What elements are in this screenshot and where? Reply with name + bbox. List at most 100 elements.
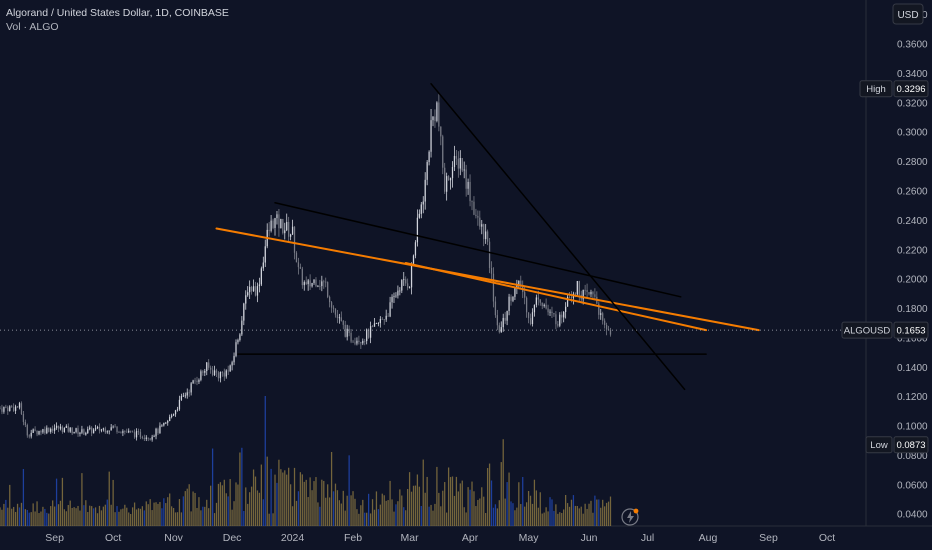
volume-bar	[451, 476, 454, 526]
volume-bar	[330, 451, 333, 526]
volume-bar	[490, 480, 493, 526]
volume-bar	[165, 503, 167, 526]
candle-body	[344, 324, 346, 337]
candle-body	[395, 295, 397, 297]
trendlines[interactable]	[0, 82, 866, 391]
volume-bar	[288, 467, 290, 526]
volume-bar	[336, 490, 339, 526]
candle-body	[354, 342, 356, 344]
volume-bar	[510, 501, 512, 526]
candle-body	[401, 280, 403, 291]
candle-body	[213, 370, 216, 376]
candle-body	[405, 279, 407, 284]
candle-body	[340, 317, 342, 322]
volume-bar	[418, 486, 420, 526]
high-badge-label: High	[866, 84, 886, 95]
candle-body	[369, 326, 372, 338]
volume-bar	[208, 508, 210, 526]
volume-bar	[498, 500, 500, 526]
candle-body	[588, 292, 590, 295]
candle-body	[379, 318, 381, 324]
candle-body	[303, 282, 305, 286]
candle-body	[479, 217, 481, 227]
volume-bar	[588, 503, 590, 526]
volume-bar	[543, 512, 545, 526]
candle-body	[432, 116, 434, 121]
volume-bar	[81, 473, 83, 526]
black-trendline[interactable]	[274, 202, 682, 298]
candle-body	[475, 214, 477, 217]
volume-bar	[192, 491, 194, 526]
candle-body	[410, 263, 413, 288]
volume-bar	[358, 513, 360, 526]
candle-body	[598, 303, 600, 315]
candle-body	[241, 320, 243, 335]
volume-bar	[461, 480, 463, 526]
candle-body	[336, 314, 339, 319]
candle-body	[171, 415, 173, 417]
candle-body	[106, 431, 108, 433]
volume-bar	[586, 508, 588, 526]
candle-body	[502, 317, 504, 328]
candle-body	[368, 329, 370, 338]
candle-body	[348, 328, 350, 333]
black-trendline[interactable]	[430, 82, 686, 391]
volume-bar	[233, 501, 235, 526]
volume-bar	[428, 506, 430, 526]
volume-bar	[237, 484, 239, 526]
volume-bar	[311, 490, 313, 526]
orange-trendline[interactable]	[404, 262, 708, 332]
candle-body	[371, 326, 374, 327]
candle-body	[500, 327, 502, 333]
volume-bar	[104, 504, 106, 526]
volume-bar	[605, 502, 608, 526]
candle-body	[403, 279, 405, 281]
time-label: Jun	[581, 532, 598, 544]
legend: Algorand / United States Dollar, 1D, COI…	[6, 6, 229, 34]
candle-body	[418, 213, 420, 218]
candle-body	[151, 436, 153, 440]
lightning-icon[interactable]	[621, 508, 639, 526]
volume-bar	[607, 501, 610, 526]
candle-body	[202, 371, 204, 373]
volume-bar	[102, 506, 105, 526]
time-label: Apr	[462, 532, 479, 544]
volume-bar	[188, 484, 190, 526]
usd-button[interactable]: USD	[892, 3, 924, 25]
volume-bar	[305, 479, 307, 526]
volume-bar	[301, 474, 303, 526]
volume-bar	[241, 447, 243, 526]
volume-bar	[215, 502, 218, 526]
volume-bar	[133, 502, 136, 526]
volume-bar	[32, 503, 34, 526]
volume-label[interactable]: Vol · ALGO	[6, 21, 59, 33]
volume-bar	[496, 508, 498, 526]
volume-bar	[596, 499, 598, 526]
volume-bar	[527, 491, 530, 526]
volume-bar	[128, 512, 130, 526]
volume-bar	[373, 509, 376, 526]
time-label: Aug	[699, 532, 718, 544]
candle-body	[157, 428, 159, 434]
candle-body	[260, 268, 262, 285]
candle-body	[297, 262, 300, 268]
candle-body	[198, 379, 200, 382]
candle-body	[116, 426, 118, 433]
volume-bar	[42, 506, 44, 526]
volume-bar	[576, 505, 578, 526]
volume-bar	[348, 455, 350, 526]
orange-trendline[interactable]	[215, 227, 760, 332]
volume-bar	[323, 480, 325, 526]
price-tick-label: 0.0400	[897, 510, 928, 521]
candle-body	[383, 319, 385, 320]
candle-body	[28, 435, 30, 437]
volume-bar	[465, 512, 467, 526]
candle-body	[469, 181, 471, 202]
volume-bar	[153, 502, 155, 526]
symbol-title[interactable]: Algorand / United States Dollar, 1D, COI…	[6, 7, 229, 19]
volume-bar	[387, 500, 389, 526]
candle-body	[334, 308, 337, 315]
volume-bar	[198, 497, 200, 526]
